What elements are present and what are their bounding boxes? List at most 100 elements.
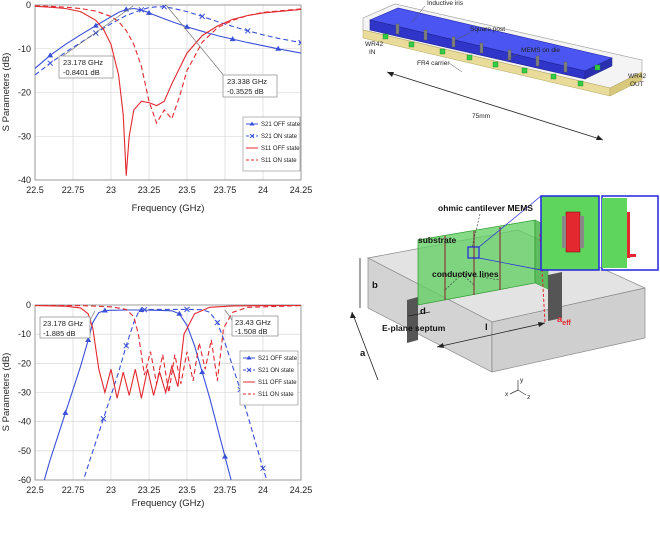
chart2-x-tick-label: 24.25 (290, 485, 313, 495)
chart1-marker-x (298, 39, 301, 46)
chart-s-parameters-top: 22.5 22.75 23 23.25 23.5 23.75 24 24.25 0 -10 -20… (1, 0, 312, 214)
chart1-marker-triangle (47, 52, 54, 58)
chart2-x-tick-label: 23 (106, 485, 116, 495)
chart2-marker-triangle (85, 337, 92, 342)
dimension-a-line (351, 311, 379, 381)
chart1-x-tick-label: 24 (258, 185, 268, 195)
axis-z-label: z (527, 394, 530, 401)
label-conductive-lines: conductive lines (432, 269, 499, 279)
chart2-series-s11-off-state (35, 305, 301, 399)
chart2-x-label: Frequency (GHz) (132, 498, 205, 509)
chart1-annotation-box-1 (58, 55, 114, 79)
chart2-y-label: S Parameters (dB) (1, 353, 12, 432)
chart1-x-tick-label: 22.75 (62, 185, 85, 195)
chart1-series-s11-on-state (35, 5, 301, 125)
chart1-marker-triangle (229, 36, 236, 42)
inset-side-substrate (602, 198, 627, 268)
chart2-x-tick-label: 24 (258, 485, 268, 495)
chart1-x-tick-label: 24.25 (290, 185, 313, 195)
chart2-marker-x (260, 465, 266, 472)
chart2-series-s21-on-state (82, 308, 268, 480)
inset-side-cantilever (627, 212, 630, 258)
chart2-annotation-leader-1 (89, 310, 96, 321)
chart2-series-s11-on-state (35, 305, 301, 393)
chart1-legend: S21 OFF state S21 ON state S11 OFF state S1… (242, 116, 301, 172)
mems-die (577, 80, 584, 87)
chart1-marker-x (161, 5, 168, 10)
zoom-connector-top (478, 195, 542, 248)
fr4-carrier-end (609, 71, 643, 97)
label-a-eff: aeff (557, 314, 572, 327)
legend-label: S21 ON state (261, 134, 298, 140)
chart2-y-tick-label: -10 (18, 329, 31, 339)
chart1-y-tick-label: -30 (18, 131, 31, 141)
chart1-annotation-box-2 (222, 74, 278, 98)
label-wr42-out: WR42 (628, 73, 646, 80)
chart2-marker-triangle (176, 310, 183, 316)
label-b: b (372, 280, 378, 291)
chart2-annotation-1-line1: 23.178 GHz (43, 319, 83, 328)
label-d: d (420, 306, 426, 317)
label-length-75mm: 75mm (472, 113, 490, 120)
square-post (507, 49, 512, 61)
chart2-marker-x (214, 319, 221, 326)
label-wr42-out-2: OUT (630, 81, 644, 88)
chart1-x-tick-label: 22.5 (26, 185, 44, 195)
chart2-x-tick-label: 22.75 (62, 485, 85, 495)
chart1-x-tick-label: 23.75 (214, 185, 237, 195)
square-post (535, 55, 540, 67)
label-fr4-carrier: FR4 carrier (417, 60, 450, 67)
chart1-annotation-leader-1 (59, 5, 134, 59)
chart1-marker-x (199, 13, 206, 20)
chart2-annotation-2-line2: -1.508 dB (235, 327, 268, 336)
chart1-annotation-2-line1: 23.338 GHz (227, 77, 267, 86)
label-square-post: Square post (470, 26, 505, 33)
legend-label: S21 ON state (258, 368, 295, 374)
chart2-marker-x (184, 306, 190, 313)
chart2-annotation-1-line2: -1.885 dB (43, 329, 76, 338)
chart2-annotation-box-1 (39, 316, 91, 339)
chart1-x-tick-label: 23.5 (178, 185, 196, 195)
chart1-x-label: Frequency (GHz) (132, 203, 205, 214)
chart1-series (35, 5, 301, 176)
chart1-annotation-leader-2 (165, 4, 226, 78)
label-substrate: substrate (418, 235, 457, 245)
chart2-x-tick-label: 23.25 (138, 485, 161, 495)
conductive-lines (444, 227, 501, 300)
chart1-marker-triangle (184, 23, 190, 29)
legend-label: S21 OFF state (258, 356, 298, 362)
chart2-marker-triangle (101, 307, 108, 313)
label-inductive-iris: Inductive iris (427, 0, 464, 7)
chart2-annotation-2-line1: 23.43 GHz (235, 318, 271, 327)
chart2-x-tick-label: 23.5 (178, 485, 196, 495)
chart2-marker-triangle (222, 453, 228, 459)
axis-x-label: x (505, 391, 509, 398)
chart2-y-tick-label: -20 (18, 358, 31, 368)
mems-die (466, 54, 473, 61)
square-post (451, 36, 456, 48)
chart1-y-tick-label: -10 (18, 44, 31, 54)
chart1-marker-triangle (92, 22, 99, 28)
chart-s-parameters-bottom: 22.5 22.75 23 23.25 23.5 23.75 24 24.25 0 -10 -20… (1, 300, 313, 509)
chart1-legend-box (242, 116, 301, 172)
label-l: l (485, 322, 488, 333)
mems-die (408, 41, 415, 48)
mems-die (550, 73, 557, 80)
square-post (563, 61, 568, 73)
legend-label: S11 ON state (261, 158, 297, 164)
mems-die (439, 48, 446, 55)
chart2-annotation-leader-2 (224, 309, 233, 321)
legend-marker (249, 121, 255, 126)
label-wr42-in: WR42 (365, 41, 383, 48)
legend-label: S11 OFF state (261, 146, 300, 152)
chart2-marker-x (100, 415, 107, 422)
chart1-marker-x (47, 60, 54, 67)
septum-left (407, 297, 418, 343)
legend-label: S11 OFF state (258, 380, 297, 386)
model-leader-lines (411, 5, 519, 73)
legend-marker (249, 133, 255, 139)
square-post (479, 42, 484, 54)
chart2-legend-box (239, 350, 299, 406)
chart1-marker-triangle (275, 45, 282, 51)
